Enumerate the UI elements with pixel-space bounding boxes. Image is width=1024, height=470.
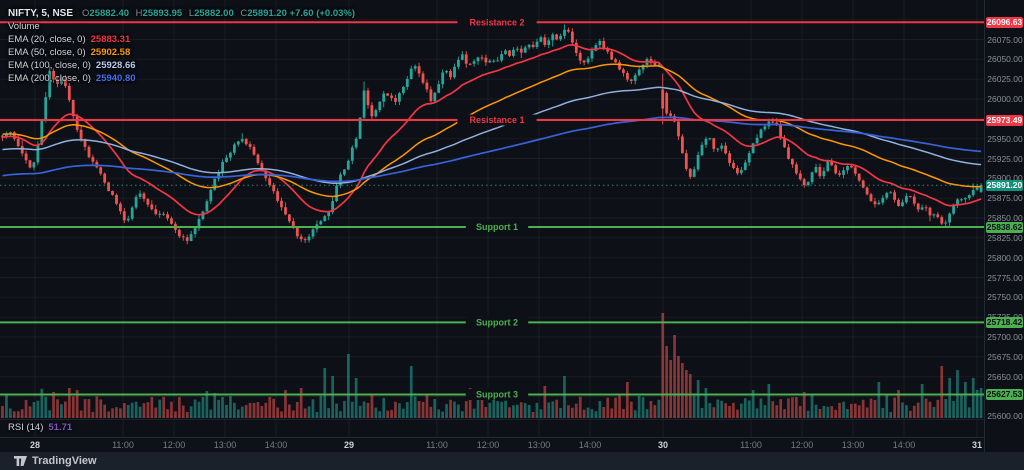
price-tick-label: 26050.00: [987, 54, 1023, 65]
price-tick-label: 25775.00: [987, 272, 1023, 283]
time-axis[interactable]: 28 11:00 12:00 13:00 14:00 29 11:00 12:00 13:00 1…: [0, 437, 1024, 453]
time-tick-hour: 11:00: [112, 440, 134, 450]
price-tick-label: 25700.00: [987, 332, 1023, 342]
price-tick-label: 25825.00: [987, 232, 1023, 243]
price-axis-badge: 25891.20: [986, 179, 1023, 191]
price-tick-label: 25600.00: [987, 411, 1023, 422]
price-tick-label: 26000.00: [987, 94, 1023, 104]
time-tick-hour: 11:00: [740, 440, 762, 450]
price-tick-label: 25675.00: [987, 351, 1023, 362]
tradingview-logo-link[interactable]: TradingView: [14, 455, 97, 467]
sr-levels: Resistance 2 Resistance 1 Support 1 Support…: [0, 16, 984, 400]
price-tick-label: 25900.00: [987, 173, 1023, 184]
ema20-line[interactable]: [2, 44, 982, 216]
time-tick-day: 30: [657, 440, 669, 450]
price-tick-label: 25800.00: [987, 252, 1023, 263]
volume-bars: [1, 313, 983, 418]
rsi-value: 51.71: [48, 422, 73, 433]
price-tick-label: 25875.00: [987, 193, 1023, 204]
candlesticks: [1, 24, 983, 245]
price-tick-label: 25750.00: [987, 292, 1023, 303]
time-tick-day: 28: [29, 440, 41, 450]
time-tick-day: 29: [343, 440, 355, 450]
level-label: Support 3: [476, 390, 518, 400]
price-axis-badge: 26096.63: [986, 16, 1023, 28]
tradingview-logo-icon: [14, 455, 27, 466]
rsi-legend-row[interactable]: RSI (14) 51.71: [8, 422, 72, 433]
time-tick-hour: 14:00: [578, 440, 602, 450]
time-tick-hour: 14:00: [264, 440, 288, 450]
price-tick-label: 26075.00: [987, 34, 1023, 45]
level-label: Resistance 2: [469, 18, 524, 28]
ema200-line[interactable]: [2, 116, 982, 183]
time-tick-day: 31: [971, 440, 983, 450]
price-tick-label: 25950.00: [987, 133, 1023, 144]
level-label: Support 2: [476, 318, 518, 328]
price-tick-label: 25650.00: [987, 371, 1023, 382]
chart-canvas[interactable]: Resistance 2 Resistance 1 Support 1 Support…: [0, 0, 986, 437]
tradingview-logo-text: TradingView: [32, 455, 97, 467]
level-label: Resistance 1: [469, 115, 524, 125]
time-tick-hour: 14:00: [892, 440, 916, 450]
ema100-line[interactable]: [2, 86, 982, 185]
price-tick-label: 25850.00: [987, 213, 1023, 223]
bottom-toolbar: TradingView: [0, 452, 1024, 470]
price-tick-label: 25925.00: [987, 153, 1023, 164]
price-axis-badge: 25838.62: [986, 221, 1023, 233]
time-tick-hour: 13:00: [527, 440, 551, 450]
time-tick-hour: 12:00: [476, 440, 500, 450]
time-tick-hour: 13:00: [213, 440, 237, 450]
pane-separator[interactable]: [0, 419, 984, 420]
price-axis[interactable]: 26100.0026075.0026050.0026025.0026000.00…: [984, 0, 1024, 452]
level-label: Support 1: [476, 222, 518, 232]
rsi-label: RSI (14): [8, 422, 44, 433]
time-tick-hour: 11:00: [426, 440, 448, 450]
price-tick-label: 26025.00: [987, 74, 1023, 85]
price-axis-badge: 25718.42: [986, 316, 1023, 328]
price-axis-badge: 25627.53: [986, 389, 1023, 400]
time-tick-hour: 13:00: [841, 440, 865, 450]
price-axis-badge: 25973.49: [986, 114, 1023, 126]
ema50-line[interactable]: [2, 63, 982, 198]
time-tick-hour: 12:00: [790, 440, 814, 450]
time-tick-hour: 12:00: [162, 440, 186, 450]
